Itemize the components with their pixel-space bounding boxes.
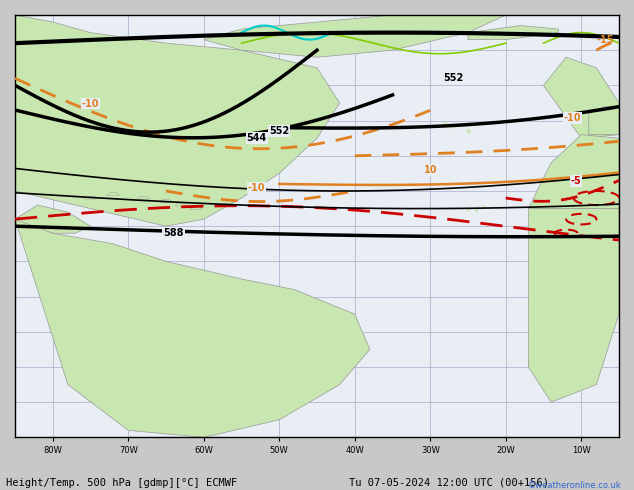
Polygon shape: [15, 15, 340, 226]
Text: 10: 10: [424, 166, 437, 175]
Polygon shape: [15, 205, 91, 233]
Polygon shape: [15, 219, 370, 438]
Polygon shape: [468, 25, 559, 40]
Text: -10: -10: [564, 113, 581, 122]
Text: ©weatheronline.co.uk: ©weatheronline.co.uk: [527, 481, 621, 490]
Polygon shape: [138, 196, 150, 199]
Text: 552: 552: [269, 126, 289, 136]
Text: -10: -10: [82, 98, 100, 108]
Polygon shape: [160, 200, 172, 202]
Text: 544: 544: [247, 133, 267, 143]
Polygon shape: [175, 203, 187, 206]
Text: -15: -15: [597, 35, 614, 45]
Polygon shape: [528, 209, 619, 402]
Polygon shape: [543, 57, 619, 138]
Polygon shape: [528, 135, 619, 209]
Text: 588: 588: [164, 228, 184, 238]
Text: 552: 552: [443, 74, 463, 83]
Polygon shape: [589, 106, 619, 135]
Polygon shape: [204, 15, 506, 57]
Text: Height/Temp. 500 hPa [gdmp][°C] ECMWF: Height/Temp. 500 hPa [gdmp][°C] ECMWF: [6, 478, 238, 488]
Text: -5: -5: [571, 176, 581, 186]
Text: Tu 07-05-2024 12:00 UTC (00+156): Tu 07-05-2024 12:00 UTC (00+156): [349, 478, 548, 488]
Polygon shape: [107, 193, 119, 196]
Text: -10: -10: [248, 183, 266, 193]
Polygon shape: [190, 207, 202, 210]
Polygon shape: [84, 196, 96, 199]
